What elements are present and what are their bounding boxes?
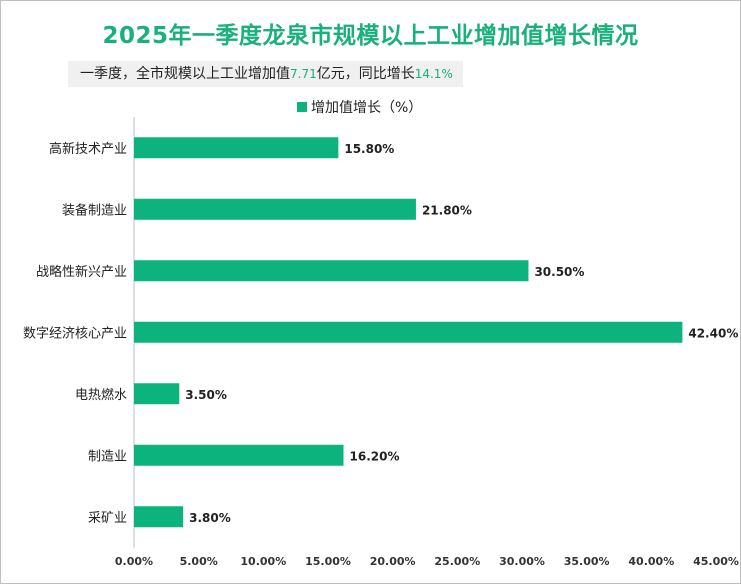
bar <box>134 321 683 343</box>
category-label: 高新技术产业 <box>49 141 127 157</box>
x-tick-label: 0.00% <box>115 555 153 568</box>
bar <box>134 444 344 466</box>
chart-title: 2025年一季度龙泉市规模以上工业增加值增长情况 <box>102 23 639 49</box>
category-label: 采矿业 <box>88 511 127 526</box>
category-label: 制造业 <box>88 449 127 464</box>
legend-swatch <box>297 102 307 112</box>
bar <box>134 383 180 405</box>
bar <box>134 260 529 282</box>
legend-label: 增加值增长（%） <box>311 100 422 116</box>
data-label: 30.50% <box>534 265 584 279</box>
x-tick-label: 40.00% <box>628 555 674 568</box>
data-label: 21.80% <box>422 203 472 217</box>
x-tick-label: 25.00% <box>434 555 480 568</box>
data-label: 3.80% <box>189 511 231 525</box>
summary-box: 一季度，全市规模以上工业增加值7.71亿元，同比增长14.1% <box>68 61 463 87</box>
x-tick-label: 20.00% <box>370 555 416 568</box>
data-label: 3.50% <box>185 388 227 402</box>
data-label: 15.80% <box>344 142 394 156</box>
category-label: 数字经济核心产业 <box>23 326 127 341</box>
category-label: 电热燃水 <box>75 387 127 403</box>
bar <box>134 198 416 220</box>
bar <box>134 137 339 159</box>
summary-middle: 亿元，同比增长 <box>316 66 415 82</box>
x-tick-label: 30.00% <box>499 555 545 568</box>
x-tick-label: 15.00% <box>305 555 351 568</box>
x-tick-label: 45.00% <box>693 555 739 568</box>
x-tick-label: 5.00% <box>180 555 218 568</box>
category-label: 装备制造业 <box>62 202 127 218</box>
summary-value: 7.71 <box>290 67 317 81</box>
data-label: 42.40% <box>688 326 738 340</box>
summary-prefix: 一季度，全市规模以上工业增加值 <box>80 66 290 82</box>
x-tick-label: 10.00% <box>240 555 286 568</box>
bar <box>134 506 184 528</box>
data-label: 16.20% <box>350 449 400 463</box>
summary-growth: 14.1% <box>414 67 453 81</box>
category-label: 战略性新兴产业 <box>36 264 127 280</box>
x-tick-label: 35.00% <box>564 555 610 568</box>
